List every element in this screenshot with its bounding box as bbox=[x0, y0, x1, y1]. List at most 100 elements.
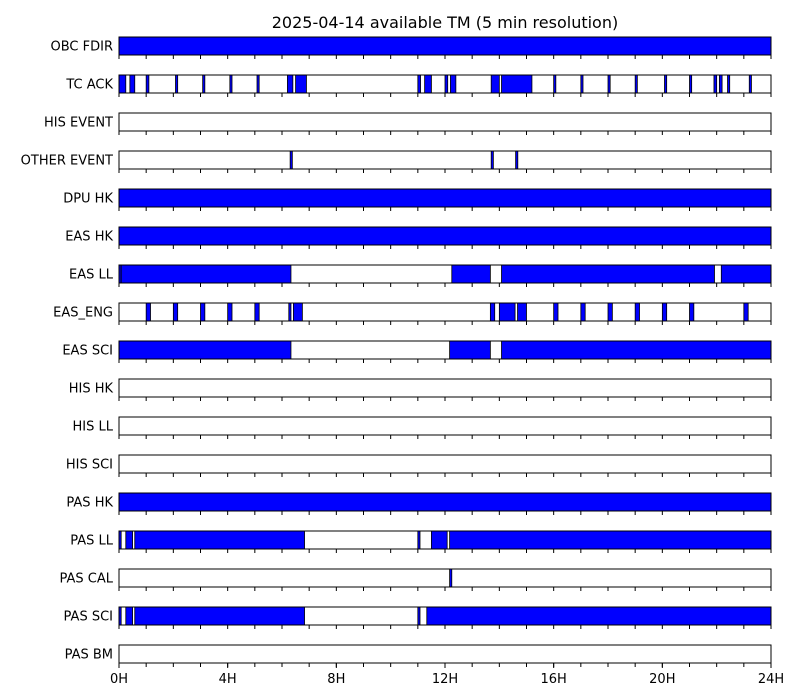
availability-segment bbox=[118, 188, 772, 208]
availability-segment bbox=[501, 74, 533, 94]
availability-segment bbox=[743, 302, 749, 322]
availability-segment bbox=[607, 302, 613, 322]
availability-segment bbox=[689, 302, 695, 322]
row-his-hk: HIS HK bbox=[69, 378, 772, 401]
availability-segment bbox=[553, 302, 559, 322]
row-label: PAS SCI bbox=[64, 610, 113, 625]
row-his-event: HIS EVENT bbox=[44, 112, 772, 135]
availability-segment bbox=[489, 302, 496, 322]
availability-segment bbox=[501, 264, 715, 284]
row-label: DPU HK bbox=[63, 192, 113, 207]
row-eas-ll: EAS LL bbox=[69, 264, 772, 287]
x-axis: 0H 4H 8H 12H 16H 20H 24H bbox=[110, 663, 784, 687]
availability-segment bbox=[129, 74, 136, 94]
availability-segment bbox=[501, 340, 772, 360]
x-tick-label: 24H bbox=[758, 672, 784, 687]
availability-segment bbox=[661, 302, 668, 322]
row-eas-hk: EAS HK bbox=[65, 226, 772, 249]
x-tick-label: 12H bbox=[432, 672, 458, 687]
availability-segment bbox=[125, 530, 133, 550]
availability-segment bbox=[256, 74, 260, 94]
availability-segment bbox=[634, 74, 638, 94]
availability-segment bbox=[718, 74, 723, 94]
availability-segment bbox=[118, 36, 772, 56]
row-label: EAS_ENG bbox=[53, 306, 113, 321]
row-his-ll: HIS LL bbox=[73, 416, 772, 439]
availability-segment bbox=[450, 74, 457, 94]
availability-segment bbox=[720, 264, 772, 284]
row-label: EAS HK bbox=[65, 230, 113, 245]
availability-segment bbox=[293, 302, 303, 322]
row-frame bbox=[118, 644, 772, 664]
availability-segment bbox=[580, 74, 584, 94]
availability-segment bbox=[145, 302, 151, 322]
availability-segment bbox=[254, 302, 260, 322]
availability-segment bbox=[227, 302, 233, 322]
availability-segment bbox=[449, 340, 491, 360]
availability-segment bbox=[444, 74, 449, 94]
row-frame bbox=[118, 378, 772, 398]
availability-segment bbox=[200, 302, 206, 322]
availability-segment bbox=[748, 74, 752, 94]
row-eas-sci: EAS SCI bbox=[62, 340, 772, 363]
availability-segment bbox=[515, 150, 519, 170]
availability-segment bbox=[553, 74, 557, 94]
row-his-sci: HIS SCI bbox=[66, 454, 772, 477]
availability-segment bbox=[134, 530, 305, 550]
availability-segment bbox=[634, 302, 640, 322]
availability-segment bbox=[451, 264, 491, 284]
row-dpu-hk: DPU HK bbox=[63, 188, 772, 211]
row-label: PAS HK bbox=[66, 496, 113, 511]
availability-segment bbox=[431, 530, 448, 550]
row-other-event: OTHER EVENT bbox=[21, 150, 772, 173]
x-tick-label: 20H bbox=[649, 672, 675, 687]
availability-segment bbox=[289, 150, 293, 170]
availability-segment bbox=[202, 74, 206, 94]
row-label: PAS CAL bbox=[60, 572, 114, 587]
row-frame bbox=[118, 568, 772, 588]
row-frame bbox=[118, 150, 772, 170]
row-label: HIS HK bbox=[69, 382, 114, 397]
row-label: OBC FDIR bbox=[51, 40, 114, 55]
availability-segment bbox=[118, 226, 772, 246]
row-label: OTHER EVENT bbox=[21, 154, 113, 169]
availability-segment bbox=[517, 302, 527, 322]
availability-segment bbox=[417, 530, 421, 550]
availability-segment bbox=[713, 74, 718, 94]
availability-segment bbox=[120, 264, 292, 284]
availability-segment bbox=[580, 302, 586, 322]
availability-segment bbox=[417, 74, 421, 94]
availability-segment bbox=[295, 74, 307, 94]
availability-segment bbox=[118, 340, 292, 360]
row-pas-bm: PAS BM bbox=[65, 644, 772, 667]
availability-segment bbox=[175, 74, 179, 94]
availability-segment bbox=[288, 302, 292, 322]
row-label: TC ACK bbox=[65, 78, 113, 93]
row-pas-cal: PAS CAL bbox=[60, 568, 772, 591]
availability-segment bbox=[449, 530, 772, 550]
availability-segment bbox=[727, 74, 731, 94]
availability-segment bbox=[118, 492, 772, 512]
availability-segment bbox=[125, 606, 133, 626]
availability-segment bbox=[498, 302, 516, 322]
row-obc-fdir: OBC FDIR bbox=[51, 36, 772, 59]
row-label: EAS SCI bbox=[62, 344, 113, 359]
row-label: HIS EVENT bbox=[44, 116, 113, 131]
availability-segment bbox=[145, 74, 150, 94]
x-tick-label: 0H bbox=[110, 672, 128, 687]
availability-segment bbox=[449, 568, 453, 588]
row-pas-hk: PAS HK bbox=[66, 492, 772, 515]
availability-segment bbox=[607, 74, 611, 94]
row-frame bbox=[118, 454, 772, 474]
row-pas-ll: PAS LL bbox=[70, 530, 772, 553]
chart-title: 2025-04-14 available TM (5 min resolutio… bbox=[272, 13, 618, 32]
availability-segment bbox=[664, 74, 668, 94]
row-label: PAS LL bbox=[70, 534, 114, 549]
row-frame bbox=[118, 416, 772, 436]
availability-segment bbox=[490, 150, 494, 170]
availability-segment bbox=[426, 606, 772, 626]
row-tc-ack: TC ACK bbox=[65, 74, 772, 97]
availability-segment bbox=[424, 74, 432, 94]
availability-segment bbox=[134, 606, 305, 626]
